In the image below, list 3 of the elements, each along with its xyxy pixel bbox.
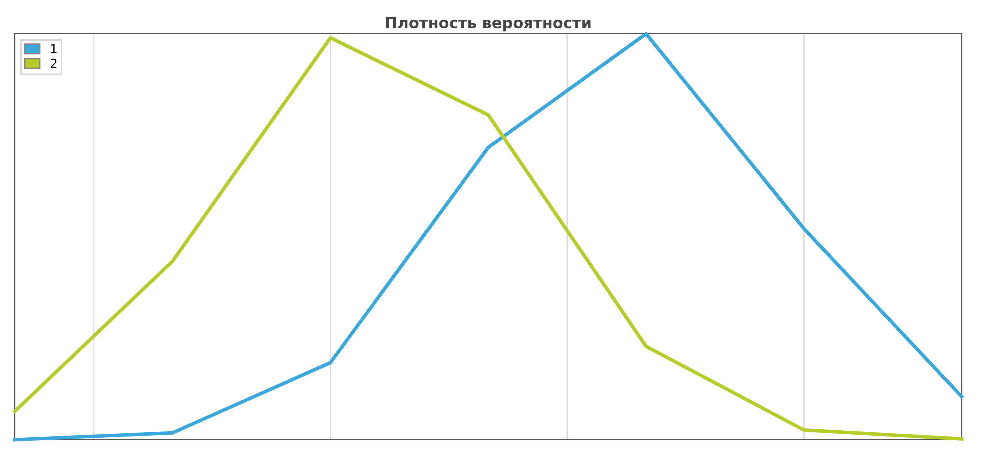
chart-title: Плотность вероятности bbox=[386, 17, 591, 32]
legend-label: 1 bbox=[51, 44, 57, 54]
legend-label: 2 bbox=[50, 58, 57, 68]
